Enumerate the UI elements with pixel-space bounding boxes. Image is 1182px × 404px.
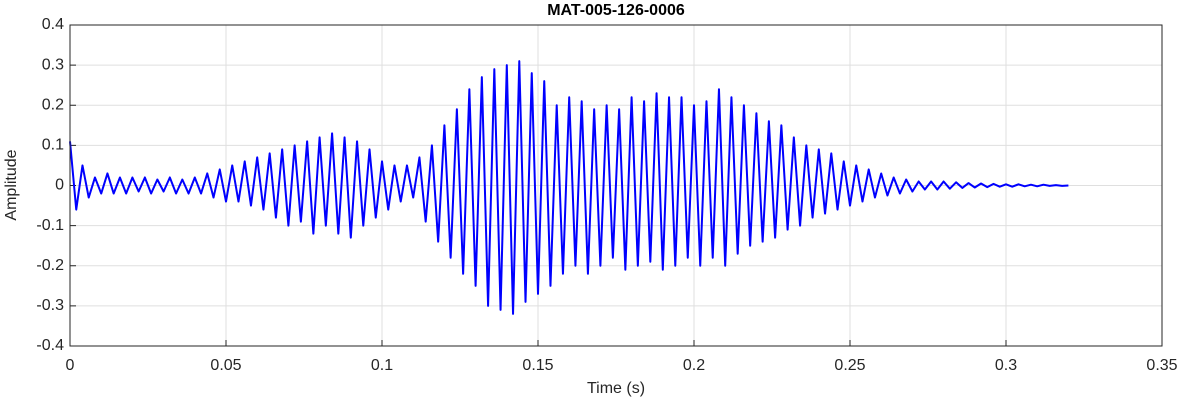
y-tick-label: -0.3 bbox=[36, 297, 64, 314]
chart-title: MAT-005-126-0006 bbox=[547, 2, 685, 19]
x-tick-label: 0.25 bbox=[834, 357, 865, 374]
waveform-line bbox=[69, 60, 1069, 315]
y-tick-label: -0.1 bbox=[36, 217, 64, 234]
x-tick-label: 0.2 bbox=[683, 357, 705, 374]
y-tick-label: 0.2 bbox=[42, 96, 64, 113]
x-tick-label: 0 bbox=[66, 357, 75, 374]
y-tick-label: -0.4 bbox=[36, 337, 64, 354]
y-tick-label: 0 bbox=[55, 177, 64, 194]
y-tick-label: 0.3 bbox=[42, 56, 64, 73]
x-axis-label: Time (s) bbox=[587, 380, 645, 397]
x-tick-label: 0.1 bbox=[371, 357, 393, 374]
x-tick-label: 0.15 bbox=[522, 357, 553, 374]
x-tick-label: 0.05 bbox=[210, 357, 241, 374]
axes-box bbox=[69, 24, 1163, 347]
y-tick-label: 0.4 bbox=[42, 16, 64, 33]
y-tick-label: -0.2 bbox=[36, 257, 64, 274]
x-tick-label: 0.3 bbox=[995, 357, 1017, 374]
y-tick-label: 0.1 bbox=[42, 137, 64, 154]
y-axis-label: Amplitude bbox=[3, 149, 20, 220]
x-tick-label: 0.35 bbox=[1146, 357, 1177, 374]
